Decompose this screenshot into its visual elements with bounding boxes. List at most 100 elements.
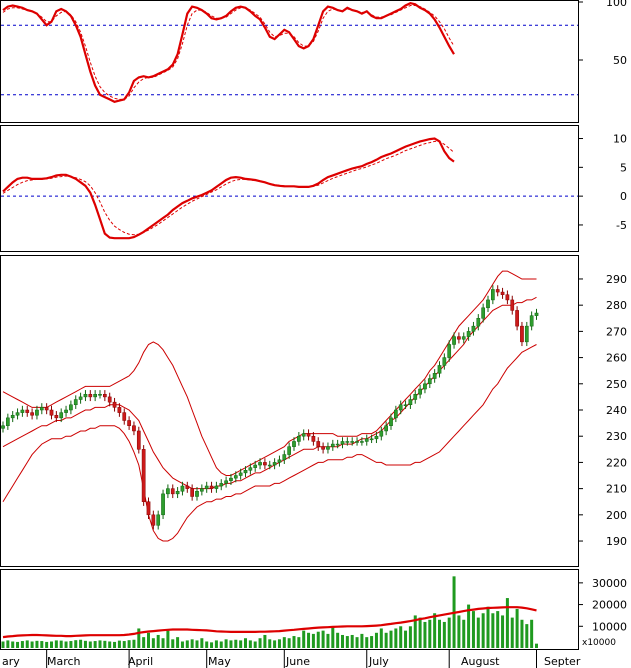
volume-bar [486,606,490,648]
candle [258,462,262,466]
candle [132,425,136,432]
candle [267,464,272,467]
volume-bar [481,613,485,648]
candle [476,318,481,327]
candle [277,459,282,463]
volume-bar [142,637,146,648]
candle [364,438,369,442]
volume-bar [244,638,247,648]
y-tick-label: 240 [606,404,627,417]
panel-frame [0,569,579,650]
volume-bar [214,640,218,648]
candle [495,289,500,293]
candle [204,485,209,489]
candle [345,441,350,443]
volume-bar [374,632,378,648]
volume-bar [302,630,306,648]
y-tick-label: 250 [606,378,627,391]
volume-bar [185,640,189,648]
candle [427,378,432,385]
candle [413,394,418,400]
volume-bar [205,641,209,648]
volume-bar [350,634,354,648]
candle [461,336,466,340]
candle [136,430,141,450]
volume-bar [147,632,150,648]
panel-frame [0,255,579,567]
y-tick-label: 190 [606,535,627,548]
volume-bar [25,640,29,648]
candle [190,488,195,497]
candle [335,443,340,446]
indicator-line [2,2,455,103]
volume-bar [277,639,281,648]
volume-bar [316,631,320,648]
candle [185,485,190,489]
candle [287,446,291,455]
momentum-panel: 10 5 0 -5 [1,133,627,240]
candle [107,396,112,403]
volume-bar [11,641,15,648]
candle [321,446,325,450]
volume-bar [331,626,335,648]
volume-bar [113,641,117,648]
y-tick-label: 260 [606,352,627,365]
candle [122,412,127,421]
volume-bar [404,630,408,648]
candle [292,441,296,447]
volume-bar [268,639,272,648]
candle [166,488,170,495]
candle [1,425,5,429]
volume-bar [471,611,475,648]
volume-bar [180,641,184,648]
volume-bar [408,626,412,648]
volume-bar [311,633,315,648]
candle [442,357,447,366]
volume-bar [122,641,126,648]
candle [301,433,306,437]
volume-bar [345,636,349,648]
volume-bar [341,634,344,648]
candle [369,438,374,441]
volume-bar [117,640,121,648]
candle [263,462,267,466]
volume-bar [127,640,131,648]
candle [326,446,330,450]
volume-bar [355,637,359,648]
volume-bar [16,641,20,648]
volume-bar [103,640,107,648]
candle [360,441,364,443]
candle [141,449,146,502]
candle [175,490,180,495]
candle [146,501,151,516]
candle [340,441,345,445]
volume-bar [447,617,451,648]
volume-bar [59,640,63,648]
volume-bar [365,637,369,648]
candle [403,404,408,407]
candle [524,325,529,343]
candle [224,480,228,484]
volume-bar [83,640,87,648]
volume-bar [171,639,175,648]
y-tick-label: 230 [606,430,627,443]
candle [83,394,88,398]
candle [156,514,161,526]
candle [447,344,452,358]
candle [64,409,68,413]
price-panel: 290 280 270 260 250 240 230 220 210 200 190 [1,270,627,548]
volume-bar [476,617,480,648]
candle [534,312,539,316]
candle [243,470,248,474]
month-label: July [368,655,389,668]
month-label: May [208,655,231,668]
volume-bar [535,643,538,648]
volume-bar [40,641,44,648]
volume-bar [515,608,519,648]
volume-bar [93,641,97,648]
month-label: March [47,655,81,668]
volume-bar [219,641,223,648]
volume-bar [292,636,296,648]
month-label: April [128,655,153,668]
